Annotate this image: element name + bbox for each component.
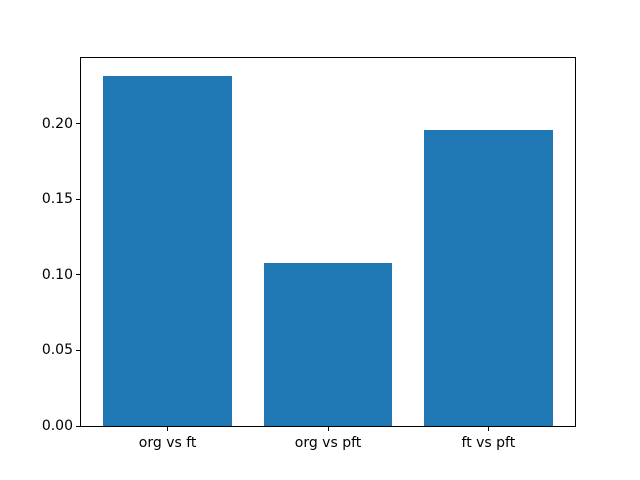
y-axis-tick: [76, 349, 80, 351]
y-axis-tick: [76, 198, 80, 200]
bar-ft-vs-pft: [424, 129, 553, 426]
y-axis-tick-label: 0.10: [41, 266, 73, 283]
y-axis-tick: [76, 425, 80, 427]
y-axis-tick: [76, 123, 80, 125]
x-axis-category-label-ft-vs-pft: ft vs pft: [461, 435, 516, 451]
x-axis-tick: [487, 427, 489, 431]
x-axis-tick: [167, 427, 169, 431]
bar-org-vs-ft: [103, 75, 232, 426]
x-axis-category-label-org-vs-ft: org vs ft: [138, 435, 197, 451]
y-axis-tick-label: 0.05: [41, 342, 73, 359]
y-axis-tick: [76, 274, 80, 276]
y-axis-tick-label: 0.00: [41, 418, 73, 434]
y-axis-tick-label: 0.15: [41, 191, 73, 208]
x-axis-tick: [327, 427, 329, 431]
plot-area: 0.00 0.05 0.10 0.15 0.20 org vs ft org vs pft f…: [42, 57, 576, 451]
x-axis-category-label-org-vs-pft: org vs pft: [294, 435, 362, 451]
bar-org-vs-pft: [263, 262, 393, 426]
y-axis-tick-label: 0.20: [41, 115, 73, 132]
